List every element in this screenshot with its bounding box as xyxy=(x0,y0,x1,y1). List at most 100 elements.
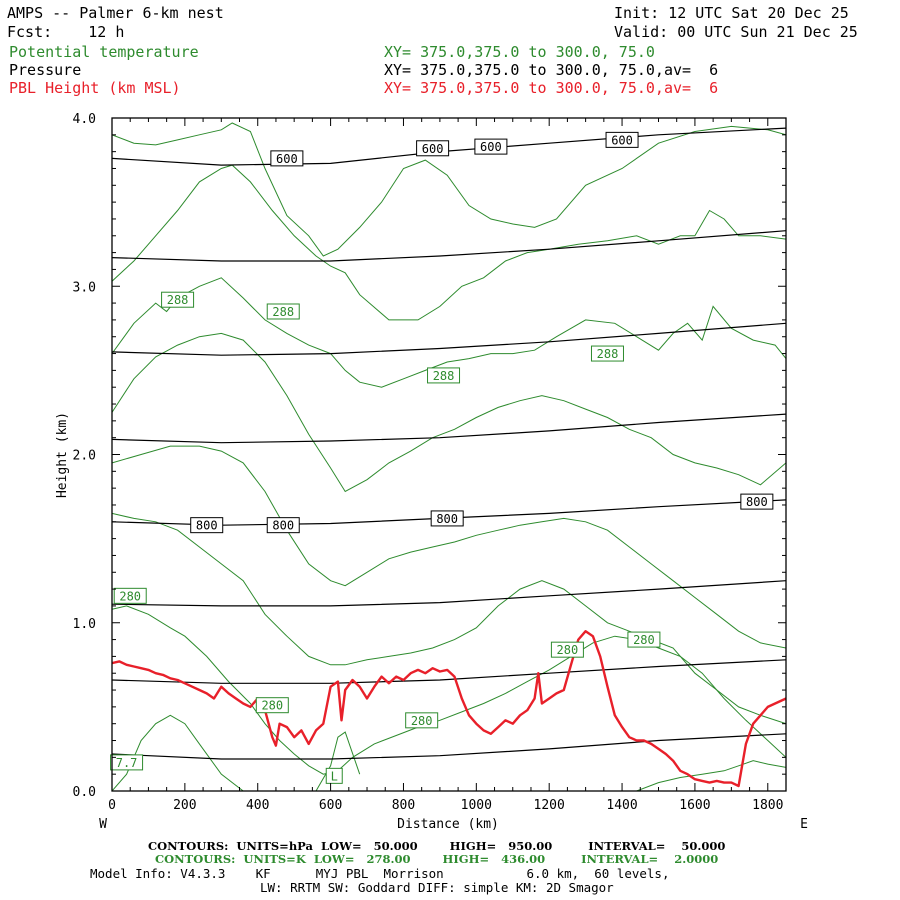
x-tick-label: 1200 xyxy=(534,798,565,813)
x-tick-label: 1600 xyxy=(679,798,710,813)
field-xy-pbl: XY= 375.0,375.0 to 300.0, 75.0,av= 6 xyxy=(384,79,719,97)
contour-label-text: 600 xyxy=(276,152,298,166)
contour-label: 288 xyxy=(266,303,300,320)
x-tick-label: 1800 xyxy=(752,798,783,813)
theta-contour-line xyxy=(112,714,244,791)
theta-contour-line xyxy=(112,122,786,257)
contour-label: 800 xyxy=(430,510,464,527)
west-end-label: W xyxy=(99,817,107,832)
init-time: Init: 12 UTC Sat 20 Dec 25 xyxy=(614,4,849,22)
field-name-pressure: Pressure xyxy=(9,61,82,79)
y-tick-label: 2.0 xyxy=(73,449,96,464)
contour-label-text: 600 xyxy=(480,140,502,154)
contour-label: 600 xyxy=(605,131,639,148)
contour-label: 600 xyxy=(474,138,508,155)
contour-label-box xyxy=(405,712,439,729)
pbl-height-line xyxy=(112,630,786,788)
contour-label-box xyxy=(416,140,450,157)
contour-label: 288 xyxy=(427,367,461,384)
plot-frame xyxy=(111,117,787,792)
theta-contour-line xyxy=(112,277,786,388)
contour-label-text: 800 xyxy=(746,495,768,509)
theta-contour-line xyxy=(112,512,786,725)
contour-label-box xyxy=(605,131,639,148)
contour-label-text: 280 xyxy=(261,699,283,713)
theta-contour-line xyxy=(112,164,786,321)
contour-label-text: 288 xyxy=(597,347,619,361)
y-tick-label: 4.0 xyxy=(73,112,96,127)
x-tick-label: 200 xyxy=(173,798,196,813)
theta-contour-line xyxy=(112,445,786,649)
contour-labels: 600 600 600 600 800 800 800 800 288 288 288 288 280 2… xyxy=(110,131,774,784)
contour-label: 7.7 xyxy=(110,754,144,771)
contour-label-text: 280 xyxy=(411,714,433,728)
contour-label: 280 xyxy=(255,697,289,714)
x-tick-label: 1400 xyxy=(606,798,637,813)
forecast-hour: Fcst: 12 h xyxy=(7,23,125,41)
y-axis-label: Height (km) xyxy=(55,412,70,498)
x-tick-label: 0 xyxy=(108,798,116,813)
field-xy-pressure: XY= 375.0,375.0 to 300.0, 75.0,av= 6 xyxy=(384,61,719,79)
contour-label-box xyxy=(190,517,224,534)
axes: 0.0 1.0 2.0 3.0 4.0 0 200 400 600 800 1000 1200 1400… xyxy=(73,112,787,813)
contour-label-box xyxy=(270,150,304,167)
x-tick-label: 400 xyxy=(246,798,269,813)
contour-label-box xyxy=(550,641,584,658)
contour-label-box xyxy=(590,345,624,362)
contour-label: 800 xyxy=(740,493,774,510)
contour-label-text: 800 xyxy=(196,519,218,533)
theta-contours xyxy=(112,122,786,791)
contour-label-box xyxy=(161,291,195,308)
pressure-contours xyxy=(112,127,786,760)
pressure-contour-line xyxy=(112,580,786,607)
contours-info-theta: CONTOURS: UNITS=K LOW= 278.00 HIGH= 436.… xyxy=(155,852,719,866)
model-info: Model Info: V4.3.3 KF MYJ PBL Morrison 6… xyxy=(90,866,670,881)
contour-label: 800 xyxy=(190,517,224,534)
contour-label-box xyxy=(255,697,289,714)
field-name-pbl: PBL Height (km MSL) xyxy=(9,79,181,97)
contour-label-text: 288 xyxy=(167,293,189,307)
physics-info: LW: RRTM SW: Goddard DIFF: simple KM: 2D… xyxy=(260,880,614,895)
contour-label-text: 288 xyxy=(433,369,455,383)
x-tick-label: 1000 xyxy=(461,798,492,813)
contour-label-box xyxy=(325,767,343,784)
contour-label-box xyxy=(627,631,661,648)
contour-label: 280 xyxy=(627,631,661,648)
contours-info-pressure: CONTOURS: UNITS=hPa LOW= 50.000 HIGH= 95… xyxy=(148,839,726,853)
theta-contour-line xyxy=(112,605,786,775)
field-xy-theta: XY= 375.0,375.0 to 300.0, 75.0 xyxy=(384,43,655,61)
y-tick-label: 1.0 xyxy=(73,617,96,632)
contour-label: 800 xyxy=(266,517,300,534)
contour-label: 600 xyxy=(416,140,450,157)
contour-label: 288 xyxy=(590,345,624,362)
theta-contour-line xyxy=(112,332,786,493)
contour-label-box xyxy=(110,754,144,771)
pbl-height-series xyxy=(112,630,786,788)
valid-time: Valid: 00 UTC Sun 21 Dec 25 xyxy=(614,23,858,41)
contour-label: 288 xyxy=(161,291,195,308)
contour-label-text: 288 xyxy=(272,305,294,319)
contour-label-text: 7.7 xyxy=(116,756,138,770)
contour-label-text: 280 xyxy=(119,589,141,603)
contour-label: 280 xyxy=(550,641,584,658)
y-tick-label: 0.0 xyxy=(73,785,96,800)
contour-label-text: 280 xyxy=(557,643,579,657)
x-axis-label: Distance (km) xyxy=(397,817,499,832)
contour-label-box xyxy=(266,303,300,320)
theta-contour-line xyxy=(636,760,786,791)
theta-contour-line xyxy=(315,731,361,791)
contour-label: 280 xyxy=(113,587,147,604)
contour-label-box xyxy=(113,587,147,604)
contour-label: 600 xyxy=(270,150,304,167)
x-tick-label: 800 xyxy=(392,798,415,813)
pressure-contour-line xyxy=(112,413,786,444)
x-tick-label: 600 xyxy=(319,798,342,813)
contour-label-text: 800 xyxy=(436,512,458,526)
pressure-contour-line xyxy=(112,322,786,356)
pressure-contour-line xyxy=(112,733,786,760)
y-tick-label: 3.0 xyxy=(73,280,96,295)
contour-label-text: L xyxy=(331,769,338,783)
contour-label-text: 280 xyxy=(633,633,655,647)
contour-label-box xyxy=(474,138,508,155)
contour-label-text: 600 xyxy=(611,133,633,147)
